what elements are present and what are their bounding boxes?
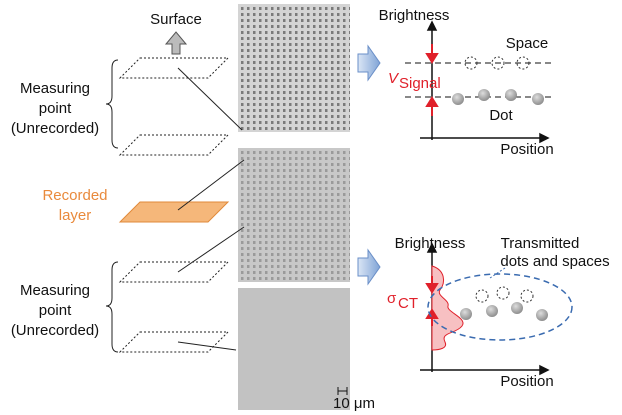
measuring-label: (Unrecorded) (11, 322, 99, 339)
annotation: Transmitted (501, 235, 580, 252)
brace (106, 262, 118, 352)
annotation: dots and spaces (500, 253, 609, 270)
space-label: Space (506, 35, 549, 52)
surface-arrow (166, 32, 186, 54)
distribution (432, 266, 463, 350)
brace (106, 60, 118, 148)
measuring-label: Measuring (20, 80, 90, 97)
recorded-label: Recorded (42, 187, 107, 204)
recorded-label: layer (59, 207, 92, 224)
measuring-label: (Unrecorded) (11, 120, 99, 137)
dot-label: Dot (489, 107, 513, 124)
diagram: Surface Measuring point (Unrecorded) Rec… (0, 0, 622, 415)
scale-label: 10 μm (333, 395, 375, 412)
recorded-plane (120, 202, 228, 222)
sigma-subscript: CT (398, 295, 418, 312)
arrow (358, 250, 380, 284)
measuring-label: point (39, 100, 72, 117)
measuring-label: point (39, 302, 72, 319)
measuring-label: Measuring (20, 282, 90, 299)
image-middle (238, 148, 350, 282)
image-top (238, 4, 350, 132)
y-axis-label: Brightness (395, 235, 466, 252)
x-axis-label: Position (500, 141, 553, 158)
sigma-symbol: σ (387, 290, 397, 307)
signal-subscript: Signal (399, 75, 441, 92)
x-axis-label: Position (500, 373, 553, 390)
image-bottom (238, 288, 350, 410)
space-marks (476, 287, 533, 302)
surface-label: Surface (150, 11, 202, 28)
dot-marks (460, 302, 548, 321)
arrow (358, 46, 380, 80)
y-axis-label: Brightness (379, 7, 450, 24)
